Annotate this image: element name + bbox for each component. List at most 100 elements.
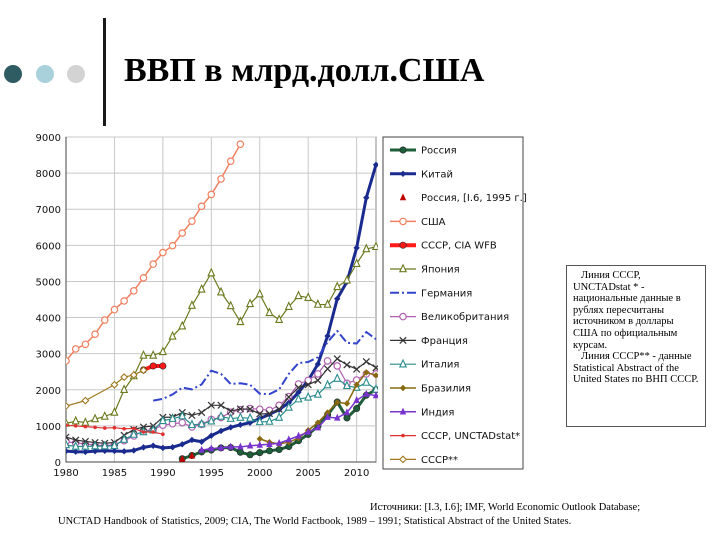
- data-point: [129, 429, 138, 438]
- data-point: [275, 314, 284, 323]
- data-point: [324, 332, 331, 340]
- x-tick-label: 2010: [344, 468, 369, 479]
- legend-item: Россия, [I.6, 1995 г.]: [399, 193, 527, 204]
- data-point: [343, 414, 351, 422]
- data-point: [198, 445, 205, 453]
- data-point: [91, 413, 100, 423]
- data-point: [139, 349, 148, 359]
- data-point: [132, 426, 136, 431]
- legend-item: Франция: [390, 336, 468, 347]
- x-tick-label: 2005: [295, 468, 320, 479]
- data-point: [285, 393, 293, 401]
- data-point: [120, 434, 129, 443]
- y-tick-label: 0: [55, 458, 61, 469]
- data-point: [227, 442, 234, 450]
- data-point: [304, 381, 312, 389]
- data-point: [216, 410, 226, 420]
- data-point: [71, 440, 80, 450]
- data-point: [208, 432, 215, 439]
- legend-item: Россия: [390, 146, 457, 157]
- x-tick-label: 1995: [199, 468, 224, 479]
- legend-label: Китай: [421, 169, 453, 180]
- data-point: [294, 393, 303, 403]
- data-point: [216, 286, 226, 296]
- bullet-dot-1: [4, 65, 22, 83]
- data-point: [304, 292, 313, 301]
- data-point: [275, 439, 283, 446]
- data-point: [140, 444, 147, 451]
- data-point: [334, 295, 341, 302]
- data-point: [353, 396, 360, 403]
- data-point: [227, 424, 234, 431]
- legend-label: СССР, CIA WFB: [421, 241, 497, 252]
- data-point: [362, 377, 371, 386]
- data-point: [130, 287, 138, 295]
- data-point: [236, 412, 245, 421]
- data-point: [100, 410, 109, 420]
- data-point: [91, 330, 99, 338]
- data-point: [333, 281, 342, 291]
- data-point: [314, 376, 322, 385]
- data-point: [343, 408, 351, 416]
- legend-swatch-marker: [399, 384, 407, 392]
- data-point: [304, 376, 312, 385]
- data-point: [372, 161, 378, 169]
- legend-label: Италия: [421, 360, 459, 371]
- legend-swatch-marker: [399, 455, 407, 464]
- y-tick-label: 4000: [36, 314, 61, 325]
- data-point: [246, 405, 254, 413]
- data-point: [66, 433, 70, 441]
- data-point: [188, 411, 196, 420]
- legend-label: Россия, [I.6, 1995 г.]: [421, 193, 527, 204]
- data-point: [187, 419, 196, 429]
- data-point: [314, 423, 322, 431]
- data-point: [285, 435, 293, 443]
- data-point: [236, 405, 244, 413]
- series-10: [66, 373, 378, 450]
- bullet-dot-2: [36, 65, 54, 83]
- data-point: [255, 405, 264, 414]
- data-point: [313, 388, 322, 398]
- data-point: [352, 258, 361, 268]
- legend-item: Италия: [390, 358, 459, 371]
- data-point: [294, 383, 303, 392]
- data-point: [197, 202, 206, 211]
- data-point: [314, 360, 322, 368]
- legend-swatch-marker: [398, 263, 408, 273]
- data-point: [217, 427, 225, 435]
- data-point: [323, 379, 332, 389]
- data-point: [120, 384, 129, 394]
- data-point: [342, 274, 351, 284]
- data-point: [256, 435, 263, 443]
- data-point: [237, 442, 244, 450]
- data-point: [149, 442, 157, 449]
- data-point: [314, 370, 322, 378]
- y-tick-label: 1000: [36, 422, 61, 433]
- note-box: Линия СССР, UNCTADstat * - национальные …: [566, 265, 706, 427]
- data-point: [188, 436, 196, 444]
- data-point: [323, 299, 332, 308]
- data-point: [246, 451, 254, 459]
- legend-swatch-marker: [399, 336, 407, 345]
- data-point: [159, 444, 167, 452]
- series-4: [66, 140, 245, 365]
- y-tick-label: 3000: [36, 350, 61, 361]
- data-point: [169, 443, 176, 451]
- data-point: [110, 305, 119, 314]
- data-point: [265, 447, 273, 455]
- data-point: [110, 407, 119, 416]
- data-point: [158, 346, 167, 356]
- data-point: [275, 405, 283, 413]
- series-12: [198, 389, 378, 453]
- data-point: [91, 447, 99, 455]
- legend-label: СССР**: [421, 455, 458, 466]
- data-point: [217, 401, 225, 409]
- data-point: [353, 365, 361, 373]
- data-point: [353, 381, 360, 388]
- data-point: [178, 229, 187, 237]
- data-point: [255, 288, 264, 298]
- data-point: [333, 355, 341, 363]
- data-point: [71, 415, 80, 425]
- data-point: [198, 438, 205, 445]
- data-point: [275, 412, 284, 421]
